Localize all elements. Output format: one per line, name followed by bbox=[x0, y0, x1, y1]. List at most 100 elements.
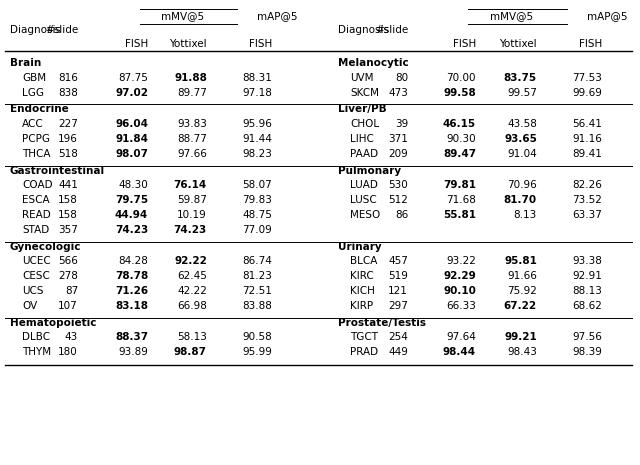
Text: 90.58: 90.58 bbox=[243, 332, 272, 342]
Text: 97.56: 97.56 bbox=[572, 332, 602, 342]
Text: 816: 816 bbox=[58, 73, 78, 83]
Text: 95.81: 95.81 bbox=[504, 256, 537, 266]
Text: 48.30: 48.30 bbox=[118, 180, 148, 190]
Text: 77.09: 77.09 bbox=[243, 225, 272, 235]
Text: 55.81: 55.81 bbox=[443, 210, 476, 220]
Text: PRAD: PRAD bbox=[350, 347, 378, 357]
Text: 88.13: 88.13 bbox=[572, 286, 602, 296]
Text: 78.78: 78.78 bbox=[115, 271, 148, 281]
Text: UVM: UVM bbox=[350, 73, 374, 83]
Text: UCS: UCS bbox=[22, 286, 44, 296]
Text: 76.14: 76.14 bbox=[173, 180, 207, 190]
Text: 72.51: 72.51 bbox=[242, 286, 272, 296]
Text: 107: 107 bbox=[58, 301, 78, 311]
Text: 89.41: 89.41 bbox=[572, 149, 602, 159]
Text: 449: 449 bbox=[388, 347, 408, 357]
Text: 90.10: 90.10 bbox=[443, 286, 476, 296]
Text: 77.53: 77.53 bbox=[572, 73, 602, 83]
Text: 71.26: 71.26 bbox=[115, 286, 148, 296]
Text: 566: 566 bbox=[58, 256, 78, 266]
Text: 87: 87 bbox=[65, 286, 78, 296]
Text: Gastrointestinal: Gastrointestinal bbox=[10, 166, 105, 176]
Text: LUAD: LUAD bbox=[350, 180, 378, 190]
Text: PCPG: PCPG bbox=[22, 134, 50, 144]
Text: 98.07: 98.07 bbox=[115, 149, 148, 159]
Text: 512: 512 bbox=[388, 195, 408, 205]
Text: 254: 254 bbox=[388, 332, 408, 342]
Text: 81.70: 81.70 bbox=[504, 195, 537, 205]
Text: ACC: ACC bbox=[22, 119, 44, 129]
Text: THCA: THCA bbox=[22, 149, 51, 159]
Text: Liver/PB: Liver/PB bbox=[338, 105, 387, 114]
Text: 98.43: 98.43 bbox=[507, 347, 537, 357]
Text: 457: 457 bbox=[388, 256, 408, 266]
Text: Yottixel: Yottixel bbox=[170, 39, 207, 49]
Text: 91.66: 91.66 bbox=[507, 271, 537, 281]
Text: 473: 473 bbox=[388, 87, 408, 98]
Text: 91.44: 91.44 bbox=[242, 134, 272, 144]
Text: CHOL: CHOL bbox=[350, 119, 379, 129]
Text: 371: 371 bbox=[388, 134, 408, 144]
Text: CESC: CESC bbox=[22, 271, 50, 281]
Text: ESCA: ESCA bbox=[22, 195, 50, 205]
Text: mMV@5: mMV@5 bbox=[161, 11, 204, 21]
Text: 519: 519 bbox=[388, 271, 408, 281]
Text: 88.77: 88.77 bbox=[177, 134, 207, 144]
Text: 79.81: 79.81 bbox=[443, 180, 476, 190]
Text: mAP@5: mAP@5 bbox=[257, 11, 297, 21]
Text: 73.52: 73.52 bbox=[572, 195, 602, 205]
Text: FISH: FISH bbox=[452, 39, 476, 49]
Text: LIHC: LIHC bbox=[350, 134, 374, 144]
Text: 530: 530 bbox=[388, 180, 408, 190]
Text: Yottixel: Yottixel bbox=[499, 39, 537, 49]
Text: 70.96: 70.96 bbox=[508, 180, 537, 190]
Text: KIRC: KIRC bbox=[350, 271, 374, 281]
Text: mAP@5: mAP@5 bbox=[587, 11, 627, 21]
Text: TGCT: TGCT bbox=[350, 332, 378, 342]
Text: 75.92: 75.92 bbox=[507, 286, 537, 296]
Text: mMV@5: mMV@5 bbox=[490, 11, 533, 21]
Text: 91.84: 91.84 bbox=[115, 134, 148, 144]
Text: 97.64: 97.64 bbox=[446, 332, 476, 342]
Text: 43: 43 bbox=[65, 332, 78, 342]
Text: 87.75: 87.75 bbox=[118, 73, 148, 83]
Text: 99.57: 99.57 bbox=[507, 87, 537, 98]
Text: 74.23: 74.23 bbox=[115, 225, 148, 235]
Text: 82.26: 82.26 bbox=[572, 180, 602, 190]
Text: 209: 209 bbox=[388, 149, 408, 159]
Text: 92.22: 92.22 bbox=[174, 256, 207, 266]
Text: 10.19: 10.19 bbox=[177, 210, 207, 220]
Text: 95.99: 95.99 bbox=[242, 347, 272, 357]
Text: KICH: KICH bbox=[350, 286, 375, 296]
Text: Melanocytic: Melanocytic bbox=[338, 58, 409, 68]
Text: Prostate/Testis: Prostate/Testis bbox=[338, 318, 426, 328]
Text: 121: 121 bbox=[388, 286, 408, 296]
Text: 96.04: 96.04 bbox=[115, 119, 148, 129]
Text: SKCM: SKCM bbox=[350, 87, 379, 98]
Text: Hematopoietic: Hematopoietic bbox=[10, 318, 97, 328]
Text: FISH: FISH bbox=[249, 39, 272, 49]
Text: 92.29: 92.29 bbox=[444, 271, 476, 281]
Text: 58.07: 58.07 bbox=[243, 180, 272, 190]
Text: 92.91: 92.91 bbox=[572, 271, 602, 281]
Text: LGG: LGG bbox=[22, 87, 44, 98]
Text: 90.30: 90.30 bbox=[446, 134, 476, 144]
Text: 86: 86 bbox=[395, 210, 408, 220]
Text: 88.37: 88.37 bbox=[115, 332, 148, 342]
Text: 441: 441 bbox=[58, 180, 78, 190]
Text: Urinary: Urinary bbox=[338, 242, 381, 252]
Text: 83.75: 83.75 bbox=[504, 73, 537, 83]
Text: 196: 196 bbox=[58, 134, 78, 144]
Text: 43.58: 43.58 bbox=[507, 119, 537, 129]
Text: THYM: THYM bbox=[22, 347, 51, 357]
Text: 71.68: 71.68 bbox=[446, 195, 476, 205]
Text: 99.69: 99.69 bbox=[572, 87, 602, 98]
Text: 99.21: 99.21 bbox=[504, 332, 537, 342]
Text: 8.13: 8.13 bbox=[514, 210, 537, 220]
Text: 89.47: 89.47 bbox=[443, 149, 476, 159]
Text: 83.18: 83.18 bbox=[115, 301, 148, 311]
Text: 86.74: 86.74 bbox=[242, 256, 272, 266]
Text: 95.96: 95.96 bbox=[242, 119, 272, 129]
Text: 39: 39 bbox=[395, 119, 408, 129]
Text: 227: 227 bbox=[58, 119, 78, 129]
